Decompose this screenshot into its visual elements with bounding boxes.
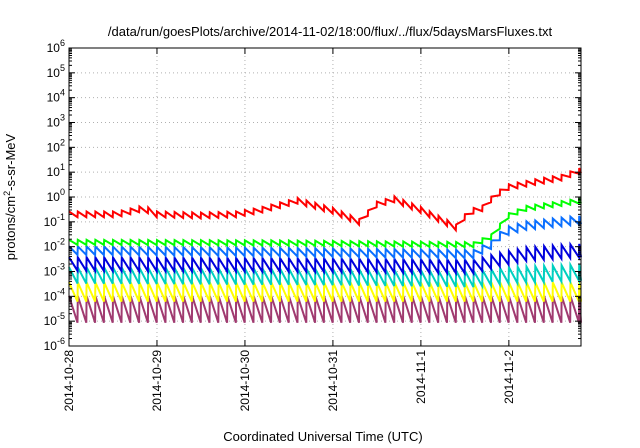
x-tick-label: 2014-11-2 [502, 350, 516, 404]
series-line-6 [68, 281, 582, 303]
x-tick-label: 2014-10-30 [238, 350, 252, 412]
y-tick-label: 10-1 [44, 212, 65, 229]
y-tick-label: 102 [47, 137, 65, 154]
y-tick-label: 101 [47, 162, 65, 179]
y-tick-label: 10-6 [44, 336, 65, 353]
y-tick-label: 10-2 [44, 237, 65, 254]
y-tick-label: 10-5 [44, 311, 65, 328]
y-axis-label-rest: -s-sr-MeV [3, 133, 18, 190]
x-tick-label: 2014-10-28 [62, 350, 76, 412]
x-tick-label: 2014-10-31 [326, 350, 340, 412]
series-line-2 [68, 198, 582, 249]
y-tick-label: 106 [47, 38, 65, 55]
x-axis-label: Coordinated Universal Time (UTC) [223, 429, 422, 444]
x-axis: 2014-10-28 2014-10-29 2014-10-30 2014-10-31… [62, 48, 516, 411]
series-line-3 [68, 214, 582, 261]
series-line-5 [68, 261, 582, 290]
y-tick-label: 104 [47, 88, 65, 105]
series-line-7 [68, 295, 582, 324]
y-axis: 10-6 10-5 10-4 10-3 10-2 10-1 100 101 102 103 104 1… [44, 38, 581, 353]
x-tick-label: 2014-10-29 [150, 350, 164, 412]
series-layer [68, 167, 582, 324]
series-line-1 [68, 167, 582, 233]
series-line-4 [68, 241, 582, 277]
x-tick-label: 2014-11-1 [414, 350, 428, 404]
y-tick-label: 10-3 [44, 262, 65, 279]
y-axis-label: protons/cm2-s-sr-MeV [2, 133, 18, 260]
y-tick-label: 103 [47, 113, 65, 130]
y-tick-label: 100 [47, 187, 65, 204]
y-tick-label: 10-4 [44, 286, 65, 303]
chart-title: /data/run/goesPlots/archive/2014-11-02/1… [108, 24, 553, 39]
y-axis-label-sup: 2 [2, 191, 12, 196]
y-axis-label-base: protons/cm [3, 196, 18, 260]
y-tick-label: 105 [47, 63, 65, 80]
